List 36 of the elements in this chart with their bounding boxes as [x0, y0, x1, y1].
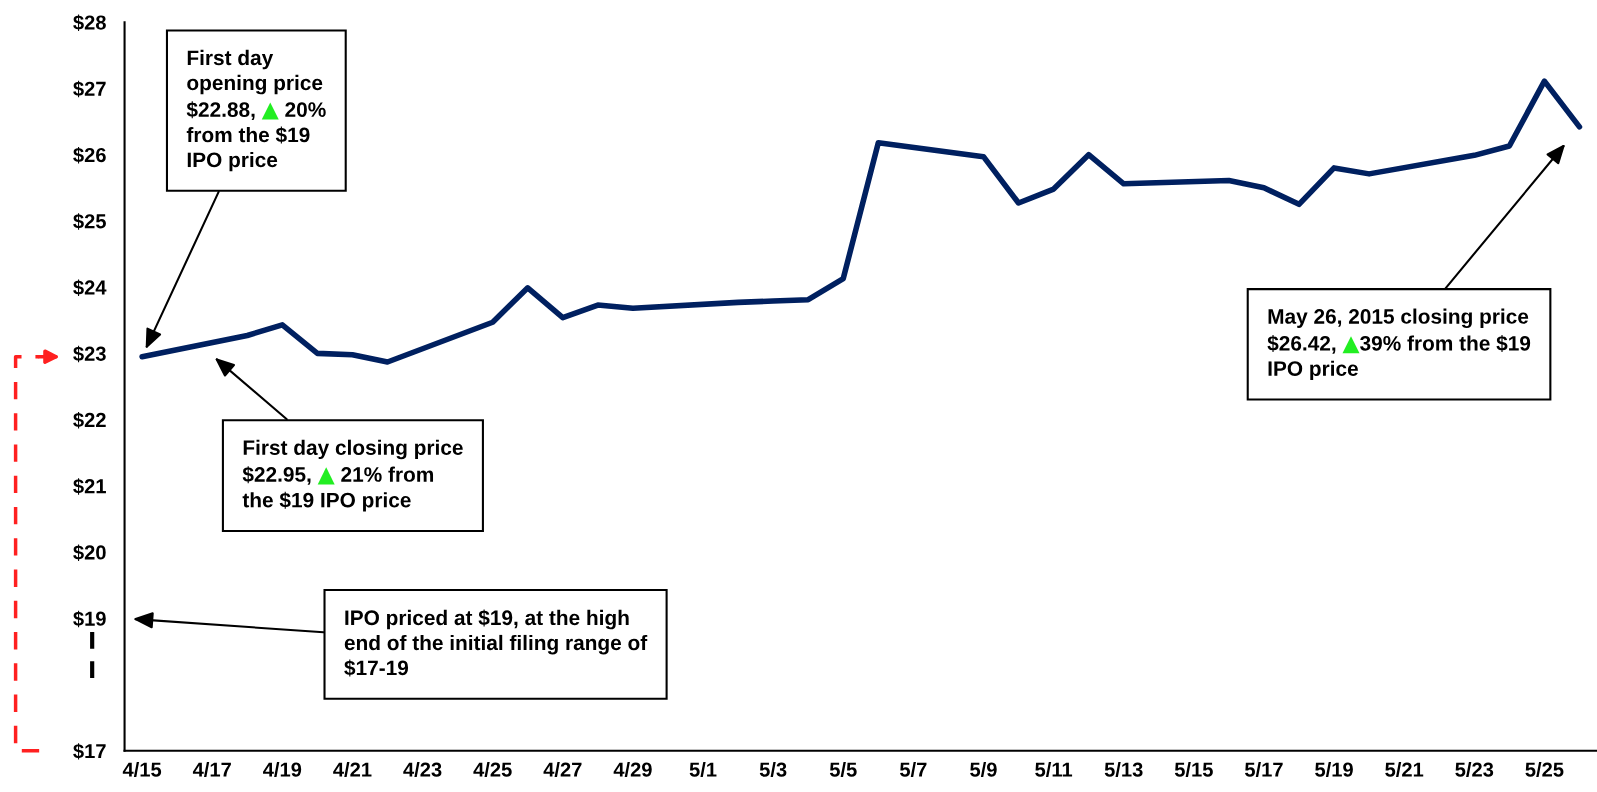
x-tick-label: 4/17	[192, 761, 231, 777]
x-tick-label: 5/11	[1035, 761, 1073, 777]
x-tick-label: 5/13	[1104, 761, 1143, 777]
x-tick-label: 5/1	[689, 761, 717, 777]
y-tick-label: $25	[73, 213, 106, 230]
y-tick-label: $28	[73, 14, 106, 31]
y-tick-label: $21	[73, 478, 106, 495]
y-tick-label: $17	[73, 743, 106, 760]
x-tick-label: 4/25	[473, 761, 512, 777]
x-tick-label: 5/23	[1455, 761, 1494, 777]
x-tick-label: 5/21	[1385, 761, 1424, 777]
x-tick-label: 4/15	[122, 761, 162, 777]
x-tick-label: 5/9	[970, 761, 997, 777]
x-tick-label: 4/27	[543, 761, 582, 777]
x-tick-label: 5/15	[1174, 761, 1213, 777]
y-tick-label: $26	[73, 147, 106, 164]
x-tick-label: 5/17	[1244, 761, 1283, 777]
annotation: May 26, 2015 closing price $26.42, ▲39% from the $19 IPO price	[1267, 308, 1531, 381]
y-tick-label: $24	[73, 279, 107, 296]
annotation: First day closing price $22.95, ▲ 21% from the $19 IPO price	[242, 439, 463, 512]
x-tick-label: 5/25	[1525, 761, 1564, 777]
y-tick-label: $22	[73, 411, 106, 429]
x-tick-label: 4/21	[333, 761, 372, 777]
x-tick-label: 5/7	[899, 761, 927, 777]
y-tick-label: $19	[73, 610, 106, 628]
y-tick-label: $23	[73, 345, 106, 363]
y-tick-label: $27	[73, 80, 106, 98]
x-tick-label: 4/19	[263, 761, 302, 777]
x-tick-label: 5/3	[759, 761, 787, 777]
x-tick-label: 5/5	[829, 761, 857, 777]
annotation: IPO priced at $19, at the high end of the initial filing range of $17-19	[344, 609, 648, 677]
x-tick-label: 4/29	[613, 761, 652, 777]
y-tick-label: $20	[73, 544, 106, 561]
annotation: First day opening price $22.88, ▲ 20% from the $19 IPO price	[186, 49, 326, 172]
x-tick-label: 4/23	[403, 761, 442, 777]
x-tick-label: 5/19	[1315, 761, 1353, 777]
